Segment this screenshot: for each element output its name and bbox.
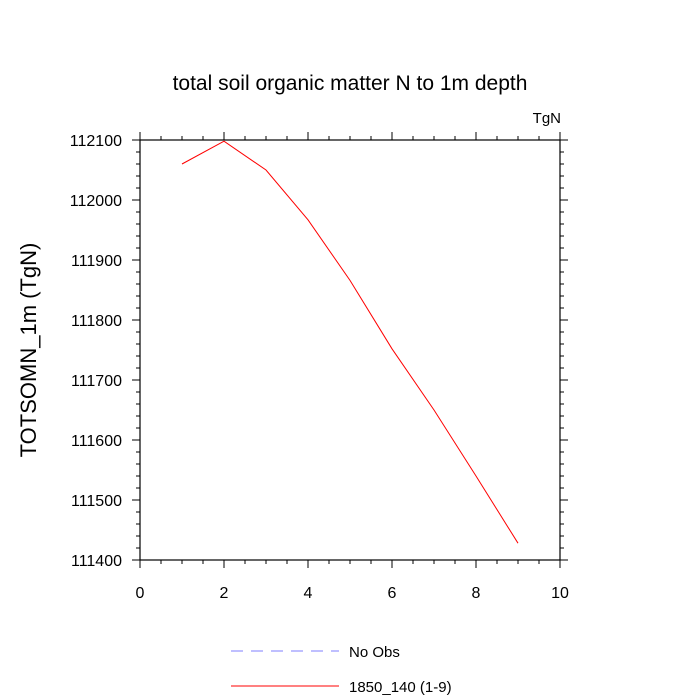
- y-axis-label: TOTSOMN_1m (TgN): [16, 243, 41, 458]
- units-label: TgN: [533, 110, 561, 127]
- series-line-1: [181, 140, 519, 544]
- y-tick-label: 111500: [71, 493, 122, 510]
- y-tick-label: 111400: [71, 553, 122, 570]
- legend-label: 1850_140 (1-9): [349, 679, 452, 696]
- y-tick-label: 112000: [70, 193, 122, 210]
- legend-label: No Obs: [349, 644, 400, 661]
- axis-ticks: [132, 132, 568, 568]
- y-tick-label: 111700: [71, 373, 122, 390]
- x-tick-label: 6: [388, 585, 397, 602]
- y-tick-label: 112100: [70, 133, 122, 150]
- x-tick-label: 10: [551, 585, 569, 602]
- x-tick-label: 0: [136, 585, 145, 602]
- x-tick-label: 2: [220, 585, 229, 602]
- series-lines: [181, 140, 519, 544]
- x-tick-labels: 0 2 4 6 8 10: [136, 585, 569, 602]
- y-tick-label: 111600: [71, 433, 122, 450]
- x-tick-label: 8: [472, 585, 481, 602]
- x-tick-label: 4: [304, 585, 313, 602]
- y-tick-label: 111900: [71, 253, 122, 270]
- plot-frame: [139, 139, 561, 561]
- legend: No Obs 1850_140 (1-9): [231, 644, 452, 696]
- y-tick-labels: 111400 111500 111600 111700 111800 111900 1120…: [70, 133, 122, 570]
- chart-title: total soil organic matter N to 1m depth: [173, 72, 528, 95]
- y-tick-label: 111800: [71, 313, 122, 330]
